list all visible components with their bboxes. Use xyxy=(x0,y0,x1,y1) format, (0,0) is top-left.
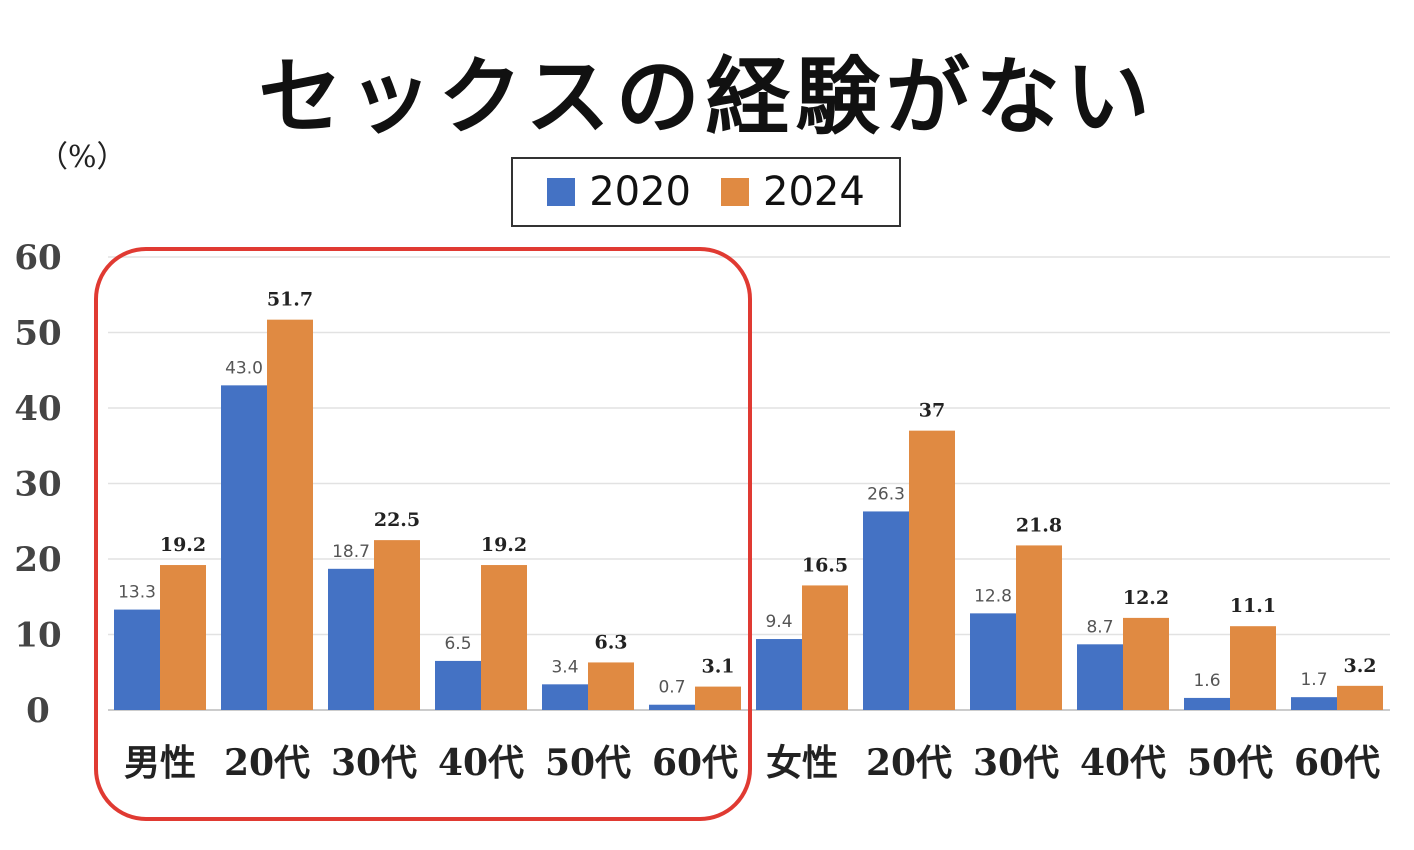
legend-item-2024: 2024 xyxy=(721,169,865,215)
legend-label-2024: 2024 xyxy=(763,169,865,215)
bar-2020 xyxy=(1184,697,1230,710)
x-tick-label: 女性 xyxy=(766,742,838,784)
data-label-2020: 26.3 xyxy=(867,484,905,504)
y-tick-label: 0 xyxy=(26,691,50,731)
bar-2024 xyxy=(1337,685,1383,710)
bar-2020 xyxy=(542,684,588,710)
x-tick-label: 50代 xyxy=(545,742,631,784)
data-label-2024: 21.8 xyxy=(1016,514,1062,536)
bar-2020 xyxy=(1291,697,1337,710)
data-label-2020: 18.7 xyxy=(332,542,370,562)
x-tick-label: 60代 xyxy=(652,742,738,784)
y-tick-label: 50 xyxy=(14,314,61,354)
bar-2024 xyxy=(1016,545,1062,710)
data-label-2020: 43.0 xyxy=(225,358,263,378)
x-tick-label: 30代 xyxy=(973,742,1059,784)
data-label-2024: 6.3 xyxy=(594,631,627,653)
data-label-2020: 6.5 xyxy=(444,634,471,654)
data-label-2024: 16.5 xyxy=(802,554,848,576)
chart-title: セックスの経験がない xyxy=(258,47,1156,146)
data-label-2020: 9.4 xyxy=(765,612,792,632)
data-label-2020: 1.7 xyxy=(1300,670,1327,690)
data-label-2020: 1.6 xyxy=(1193,671,1220,691)
data-label-2024: 3.2 xyxy=(1343,655,1376,677)
bar-2024 xyxy=(695,686,741,710)
legend: 2020 2024 xyxy=(511,157,901,227)
bar-2024 xyxy=(267,319,313,710)
data-label-2024: 19.2 xyxy=(160,534,206,556)
data-label-2024: 37 xyxy=(919,400,945,422)
bar-2024 xyxy=(481,565,527,710)
x-tick-label: 40代 xyxy=(438,742,524,784)
y-tick-label: 30 xyxy=(14,465,61,505)
bar-2024 xyxy=(588,662,634,710)
bar-2024 xyxy=(374,540,420,710)
bar-2024 xyxy=(909,430,955,710)
bar-2024 xyxy=(1123,617,1169,710)
bar-2020 xyxy=(328,568,374,710)
legend-swatch-2024 xyxy=(721,178,749,206)
x-tick-label: 60代 xyxy=(1294,742,1380,784)
y-tick-label: 20 xyxy=(14,540,61,580)
x-tick-label: 20代 xyxy=(866,742,952,784)
data-label-2024: 19.2 xyxy=(481,534,527,556)
bar-2020 xyxy=(114,609,160,710)
bar-2024 xyxy=(1230,626,1276,710)
bar-2024 xyxy=(802,585,848,710)
y-axis-unit: （%） xyxy=(38,140,127,175)
data-label-2024: 12.2 xyxy=(1123,587,1169,609)
legend-item-2020: 2020 xyxy=(547,169,691,215)
y-tick-label: 60 xyxy=(14,238,61,278)
data-label-2020: 3.4 xyxy=(551,657,578,677)
data-label-2024: 22.5 xyxy=(374,509,420,531)
data-label-2024: 11.1 xyxy=(1230,595,1276,617)
bar-2020 xyxy=(435,660,481,710)
data-label-2024: 3.1 xyxy=(701,656,734,678)
highlight-box-male xyxy=(94,247,752,821)
x-tick-label: 20代 xyxy=(224,742,310,784)
legend-swatch-2020 xyxy=(547,178,576,206)
x-tick-label: 30代 xyxy=(331,742,417,784)
bar-2020 xyxy=(649,704,695,710)
data-label-2024: 51.7 xyxy=(267,289,313,311)
bar-2020 xyxy=(863,511,909,710)
legend-label-2020: 2020 xyxy=(589,169,691,215)
x-tick-label: 40代 xyxy=(1080,742,1166,784)
bar-2024 xyxy=(160,565,206,710)
bar-2020 xyxy=(221,385,267,710)
bar-2020 xyxy=(970,613,1016,710)
data-label-2020: 12.8 xyxy=(974,586,1012,606)
bar-2020 xyxy=(756,639,802,710)
y-tick-label: 10 xyxy=(14,616,61,656)
x-tick-label: 50代 xyxy=(1187,742,1273,784)
y-tick-label: 40 xyxy=(14,389,61,429)
x-tick-label: 男性 xyxy=(124,742,196,784)
data-label-2020: 0.7 xyxy=(658,678,685,698)
data-label-2020: 8.7 xyxy=(1086,617,1113,637)
data-label-2020: 13.3 xyxy=(118,583,156,603)
bar-2020 xyxy=(1077,644,1123,710)
